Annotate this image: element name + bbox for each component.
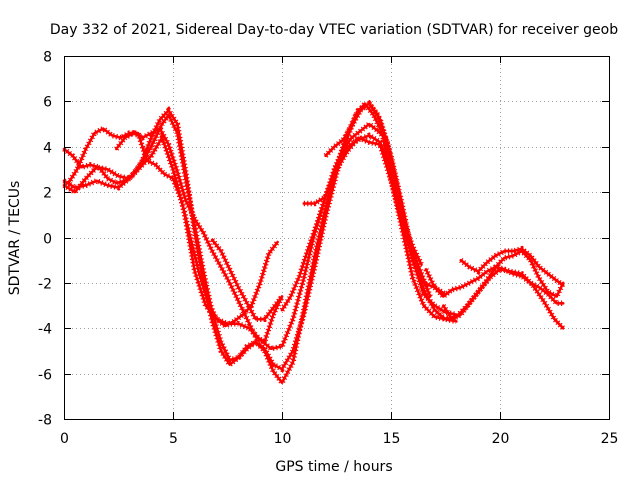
- x-tick-label: 0: [60, 431, 69, 447]
- series-plus-markers: [210, 238, 285, 322]
- series-plus-markers: [62, 99, 457, 373]
- series-track-9: [323, 99, 424, 267]
- series-plus-markers: [459, 245, 565, 288]
- x-tick-label: 15: [383, 431, 401, 447]
- series-track-4: [66, 125, 280, 330]
- series-line: [62, 102, 565, 385]
- series-track-8: [302, 132, 447, 297]
- y-tick-label: -6: [38, 368, 52, 384]
- series-line: [67, 127, 279, 328]
- series-track-6: [210, 238, 285, 322]
- y-tick-label: -8: [38, 413, 52, 429]
- x-tick-label: 20: [492, 431, 510, 447]
- y-tick-labels: -8 -6 -4 -2 0 2 4 6 8: [38, 50, 52, 429]
- series-track-2: [62, 99, 458, 373]
- y-tick-label: -4: [38, 322, 52, 338]
- y-tick-label: 0: [43, 232, 52, 248]
- x-tick-label: 10: [274, 431, 292, 447]
- y-tick-label: 4: [43, 141, 52, 157]
- series-line: [324, 102, 423, 267]
- x-tick-label: 5: [169, 431, 178, 447]
- grid: [64, 56, 609, 419]
- y-tick-label: 6: [43, 95, 52, 111]
- axis-ticks: [64, 56, 610, 420]
- series-track-12: [440, 247, 566, 323]
- chart-title: Day 332 of 2021, Sidereal Day-to-day VTE…: [50, 22, 618, 38]
- series-plus-markers: [279, 120, 433, 312]
- series-track-11: [459, 245, 565, 288]
- series-track-5: [114, 124, 285, 346]
- x-tick-labels: 0 5 10 15 20 25: [60, 431, 618, 447]
- series-track-3: [62, 99, 566, 388]
- data-series: [62, 99, 566, 388]
- series-plus-markers: [303, 132, 447, 297]
- y-tick-label: 8: [43, 50, 52, 66]
- series-line: [115, 127, 284, 344]
- series-plus-markers: [62, 99, 566, 388]
- x-axis-label: GPS time / hours: [275, 459, 392, 475]
- x-tick-label: 25: [601, 431, 619, 447]
- series-track-7: [279, 120, 433, 312]
- series-line: [62, 102, 458, 371]
- series-plus-markers: [440, 247, 566, 323]
- series-line: [280, 122, 432, 312]
- y-axis-label: SDTVAR / TECUs: [7, 181, 23, 296]
- y-tick-label: -2: [38, 277, 52, 293]
- y-tick-label: 2: [43, 186, 52, 202]
